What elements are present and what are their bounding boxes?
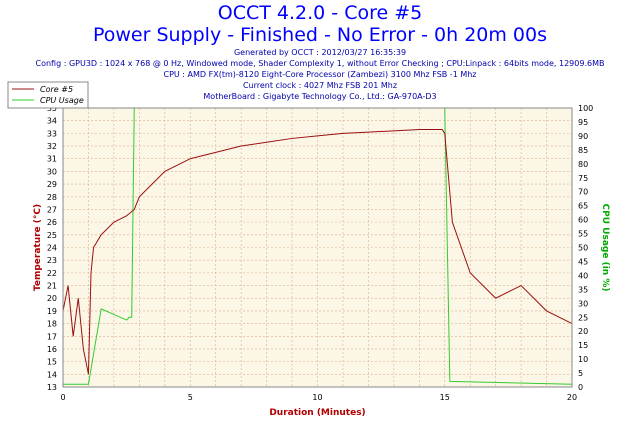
y-left-tick-label: 24	[47, 244, 57, 253]
y-right-tick-label: 0	[578, 383, 583, 392]
x-tick-label: 10	[312, 393, 322, 402]
series-line-core-5	[62, 129, 573, 375]
y-left-tick-label: 19	[47, 307, 57, 316]
y-right-tick-label: 65	[578, 202, 588, 211]
legend-label-core-5: Core #5	[40, 85, 73, 94]
y-left-tick-label: 26	[47, 218, 57, 227]
info-cpu: CPU : AMD FX(tm)-8120 Eight-Core Process…	[163, 70, 477, 79]
y-left-tick-label: 32	[47, 142, 57, 151]
left-axis-ticks: 13 14 15 16 17 18 19 20 21 22 23 24 25 26 27 28 29 30 31 32…	[47, 104, 57, 392]
info-config: Config : GPU3D : 1024 x 768 @ 0 Hz, Wind…	[35, 59, 605, 68]
y-left-tick-label: 15	[47, 358, 57, 367]
y-right-tick-label: 75	[578, 174, 588, 183]
y-left-tick-label: 20	[47, 294, 57, 303]
y-right-tick-label: 95	[578, 118, 588, 127]
y-left-tick-label: 25	[47, 231, 57, 240]
plot-frame	[62, 107, 573, 388]
y-left-tick-label: 22	[47, 269, 57, 278]
legend: Core #5 CPU Usage	[7, 81, 89, 109]
y-left-tick-label: 30	[47, 167, 57, 176]
y-left-tick-label: 29	[47, 180, 57, 189]
y-left-tick-label: 33	[47, 129, 57, 138]
y-left-tick-label: 14	[47, 370, 57, 379]
y-left-tick-label: 18	[47, 320, 57, 329]
x-tick-label: 20	[567, 393, 577, 402]
y-right-tick-label: 50	[578, 244, 588, 253]
y-right-tick-label: 100	[578, 104, 593, 113]
y-left-tick-label: 13	[47, 383, 57, 392]
right-axis-ticks: 0 5 10 15 20 25 30 35 40 45 50 55 60 65 70 75 80 85 90 95 10…	[578, 104, 593, 392]
y-right-tick-label: 40	[578, 271, 588, 280]
y-left-tick-label: 21	[47, 282, 57, 291]
y-left-tick-label: 17	[47, 332, 57, 341]
y-right-tick-label: 70	[578, 188, 588, 197]
y-right-tick-label: 10	[578, 355, 588, 364]
chart-subtitle: Power Supply - Finished - No Error - 0h …	[92, 24, 548, 46]
y-right-tick-label: 80	[578, 160, 588, 169]
y-left-tick-label: 23	[47, 256, 57, 265]
legend-box	[7, 81, 89, 109]
y-right-tick-label: 15	[578, 341, 588, 350]
y-left-tick-label: 31	[47, 155, 57, 164]
info-motherboard: MotherBoard : Gigabyte Technology Co., L…	[203, 92, 437, 101]
y-left-tick-label: 16	[47, 345, 57, 354]
y-left-tick-label: 27	[47, 205, 57, 214]
x-axis-ticks: 0 5 10 15 20	[60, 393, 577, 402]
x-tick-label: 0	[60, 393, 65, 402]
y-right-tick-label: 45	[578, 257, 588, 266]
y-right-tick-label: 90	[578, 132, 588, 141]
y-right-tick-label: 30	[578, 299, 588, 308]
y-right-tick-label: 5	[578, 369, 583, 378]
x-axis-label: Duration (Minutes)	[269, 408, 365, 418]
legend-label-cpu-usage: CPU Usage	[40, 96, 84, 105]
x-tick-label: 15	[440, 393, 450, 402]
chart-title: OCCT 4.2.0 - Core #5	[217, 2, 423, 24]
y-right-tick-label: 60	[578, 216, 588, 225]
y-right-tick-label: 55	[578, 230, 588, 239]
y-right-tick-label: 25	[578, 313, 588, 322]
x-tick-label: 5	[188, 393, 193, 402]
y-axis-label-right: CPU Usage (in %)	[600, 204, 610, 292]
y-left-tick-label: 28	[47, 193, 57, 202]
y-left-tick-label: 34	[47, 117, 57, 126]
info-generated: Generated by OCCT : 2012/03/27 16:35:39	[233, 48, 407, 57]
y-right-tick-label: 20	[578, 327, 588, 336]
info-clock: Current clock : 4027 Mhz FSB 201 Mhz	[242, 81, 398, 90]
y-right-tick-label: 35	[578, 285, 588, 294]
y-axis-label-left: Temperature (°C)	[33, 204, 43, 291]
y-right-tick-label: 85	[578, 146, 588, 155]
